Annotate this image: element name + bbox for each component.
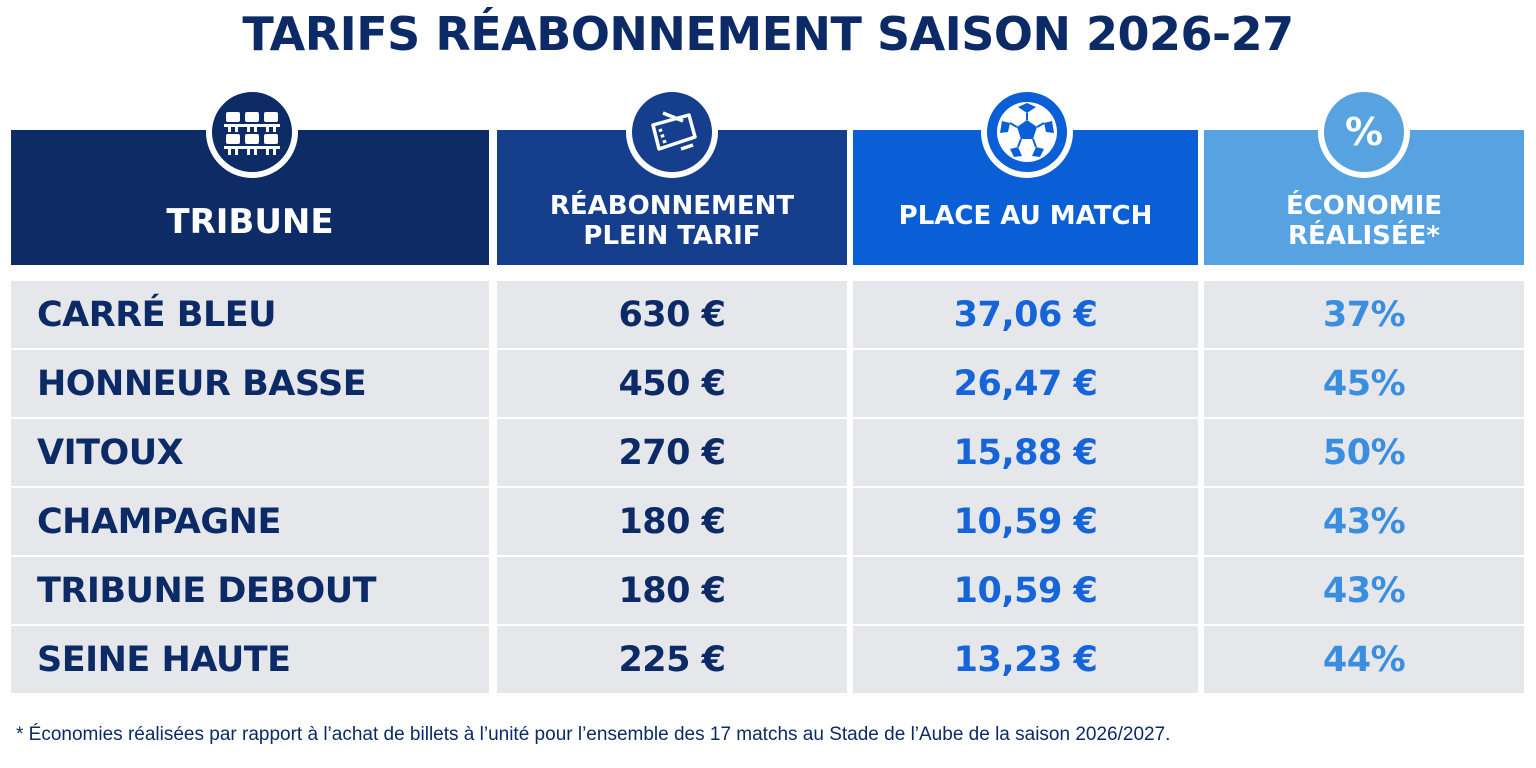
ticket-badge [626, 86, 718, 178]
table-row: TRIBUNE DEBOUT 180 € 10,59 € 43% [0, 557, 1536, 624]
column-header-label: TRIBUNE [166, 201, 334, 242]
column-header-label: PLACE AU MATCH [898, 200, 1153, 231]
cell-place-au-match: 13,23 € [853, 626, 1198, 693]
column-header-place-au-match: PLACE AU MATCH [853, 130, 1198, 265]
cell-economie: 45% [1204, 350, 1524, 417]
cell-tribune: VITOUX [11, 419, 489, 486]
column-header-label: RÉABONNEMENT PLEIN TARIF [549, 190, 795, 251]
cell-place-au-match: 10,59 € [853, 488, 1198, 555]
table-row: HONNEUR BASSE 450 € 26,47 € 45% [0, 350, 1536, 417]
cell-place-au-match: 26,47 € [853, 350, 1198, 417]
column-header-label: ÉCONOMIE RÉALISÉE* [1285, 190, 1443, 251]
column-header-reabonnement: RÉABONNEMENT PLEIN TARIF [497, 130, 847, 265]
football-icon [997, 102, 1057, 162]
cell-reabonnement: 180 € [497, 488, 847, 555]
cell-tribune: CHAMPAGNE [11, 488, 489, 555]
page-title: TARIFS RÉABONNEMENT SAISON 2026-27 [242, 7, 1294, 61]
cell-economie: 43% [1204, 557, 1524, 624]
cell-reabonnement: 180 € [497, 557, 847, 624]
ticket-icon [651, 111, 697, 151]
cell-tribune: HONNEUR BASSE [11, 350, 489, 417]
cell-reabonnement: 630 € [497, 281, 847, 348]
table-row: CHAMPAGNE 180 € 10,59 € 43% [0, 488, 1536, 555]
cell-tribune: TRIBUNE DEBOUT [11, 557, 489, 624]
cell-reabonnement: 225 € [497, 626, 847, 693]
cell-place-au-match: 15,88 € [853, 419, 1198, 486]
table-row: VITOUX 270 € 15,88 € 50% [0, 419, 1536, 486]
percent-icon: % [1344, 110, 1384, 154]
cell-economie: 37% [1204, 281, 1524, 348]
table-row: CARRÉ BLEU 630 € 37,06 € 37% [0, 281, 1536, 348]
cell-economie: 50% [1204, 419, 1524, 486]
footnote: * Économies réalisées par rapport à l’ac… [16, 724, 1171, 745]
cell-place-au-match: 37,06 € [853, 281, 1198, 348]
cell-economie: 43% [1204, 488, 1524, 555]
stadium-seats-icon [224, 112, 280, 155]
percent-badge: % [1318, 86, 1410, 178]
cell-reabonnement: 270 € [497, 419, 847, 486]
cell-economie: 44% [1204, 626, 1524, 693]
stadium-seats-badge [206, 86, 298, 178]
cell-reabonnement: 450 € [497, 350, 847, 417]
cell-tribune: SEINE HAUTE [11, 626, 489, 693]
cell-place-au-match: 10,59 € [853, 557, 1198, 624]
table-row: SEINE HAUTE 225 € 13,23 € 44% [0, 626, 1536, 693]
football-badge [981, 86, 1073, 178]
cell-tribune: CARRÉ BLEU [11, 281, 489, 348]
